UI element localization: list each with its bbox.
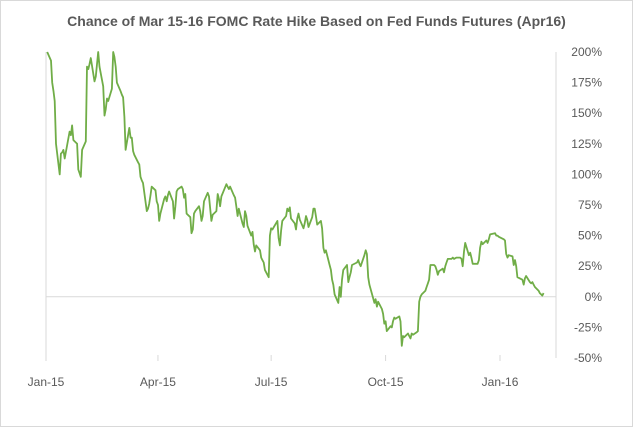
plot-area	[46, 51, 545, 347]
y-tick-label: 175%	[571, 76, 602, 90]
x-tick-label: Jan-16	[482, 375, 519, 389]
y-tick-label: 75%	[578, 198, 602, 212]
y-tick-label: 50%	[578, 229, 602, 243]
y-tick-label: 0%	[585, 290, 603, 304]
y-axis: 200% 175% 150% 125% 100% 75% 50% 25% 0% -25% -50%	[555, 45, 603, 365]
x-tick-label: Apr-15	[140, 375, 176, 389]
chart-title: Chance of Mar 15-16 FOMC Rate Hike Based…	[67, 13, 566, 29]
y-tick-label: 200%	[571, 45, 602, 59]
y-tick-label: -50%	[574, 351, 602, 365]
x-tick-label: Jan-15	[28, 375, 65, 389]
y-tick-label: 150%	[571, 106, 602, 120]
y-tick-label: -25%	[574, 320, 602, 334]
x-tick-label: Oct-15	[368, 375, 404, 389]
y-tick-label: 100%	[571, 167, 602, 181]
x-tick-label: Jul-15	[255, 375, 288, 389]
y-tick-label: 125%	[571, 137, 602, 151]
x-axis: Jan-15 Apr-15 Jul-15 Oct-15 Jan-16	[28, 52, 556, 389]
series-line	[46, 51, 545, 347]
y-tick-label: 25%	[578, 259, 602, 273]
